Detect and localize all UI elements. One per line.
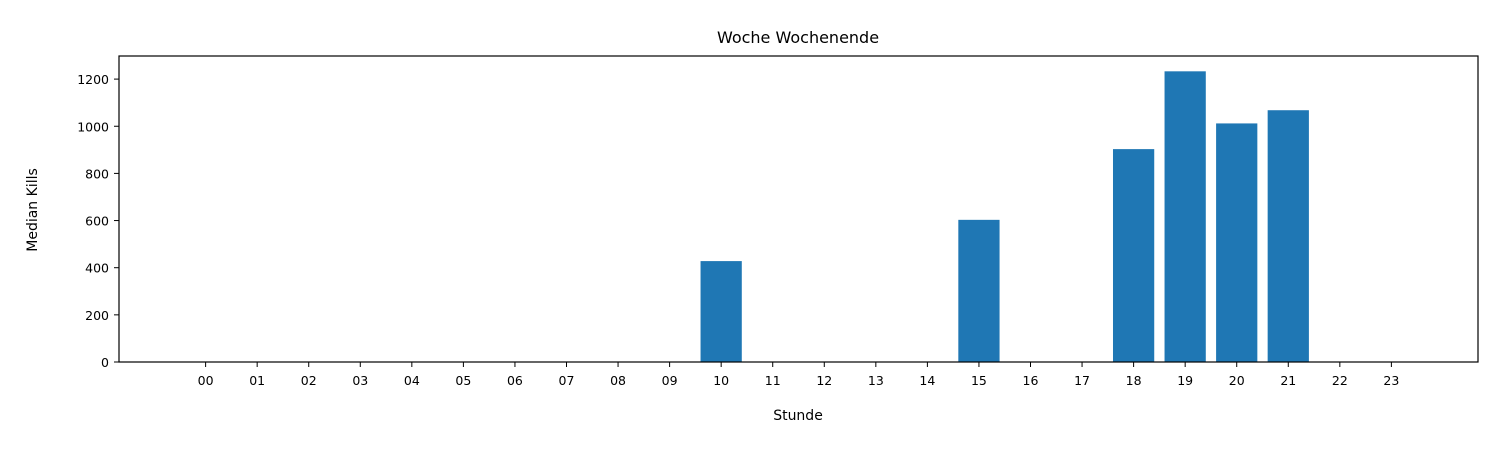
- bar-19: [1164, 71, 1206, 362]
- x-tick-label: 14: [919, 373, 935, 388]
- x-axis-ticks: 00 01 02 03 04 05 06 07 08 09 10 11 12 13 14 15 16 17 18 19…: [198, 362, 1399, 388]
- y-axis-ticks: 0 200 400 600 800 1000 1200: [77, 72, 119, 370]
- x-tick-label: 06: [507, 373, 523, 388]
- bars-group: [700, 71, 1309, 363]
- x-tick-label: 22: [1332, 373, 1348, 388]
- x-tick-label: 21: [1280, 373, 1296, 388]
- bar-15: [958, 219, 1000, 362]
- bar-21: [1267, 110, 1309, 363]
- x-tick-label: 08: [610, 373, 626, 388]
- y-tick-label: 0: [101, 355, 109, 370]
- x-tick-label: 02: [301, 373, 317, 388]
- x-tick-label: 18: [1126, 373, 1142, 388]
- x-tick-label: 05: [455, 373, 471, 388]
- y-tick-label: 800: [85, 166, 109, 181]
- x-tick-label: 12: [816, 373, 832, 388]
- y-tick-label: 400: [85, 261, 109, 276]
- y-tick-label: 600: [85, 214, 109, 229]
- x-tick-label: 01: [249, 373, 265, 388]
- x-tick-label: 13: [868, 373, 884, 388]
- y-axis-label: Median Kills: [25, 168, 41, 252]
- y-tick-label: 1000: [77, 119, 109, 134]
- x-tick-label: 11: [765, 373, 781, 388]
- x-tick-label: 15: [971, 373, 987, 388]
- bar-10: [700, 261, 742, 362]
- y-tick-label: 200: [85, 308, 109, 323]
- plot-frame: [118, 55, 1479, 363]
- x-axis-label: Stunde: [773, 408, 823, 424]
- x-tick-label: 04: [404, 373, 420, 388]
- x-tick-label: 16: [1023, 373, 1039, 388]
- bar-18: [1112, 149, 1155, 362]
- x-tick-label: 10: [713, 373, 729, 388]
- x-tick-label: 19: [1177, 373, 1193, 388]
- x-tick-label: 20: [1229, 373, 1245, 388]
- x-tick-label: 09: [662, 373, 678, 388]
- x-tick-label: 07: [559, 373, 575, 388]
- bar-20: [1216, 123, 1258, 363]
- x-tick-label: 17: [1074, 373, 1090, 388]
- x-tick-label: 03: [352, 373, 368, 388]
- x-tick-label: 23: [1383, 373, 1399, 388]
- chart-title: Woche Wochenende: [717, 28, 879, 47]
- x-tick-label: 00: [198, 373, 214, 388]
- y-tick-label: 1200: [77, 72, 109, 87]
